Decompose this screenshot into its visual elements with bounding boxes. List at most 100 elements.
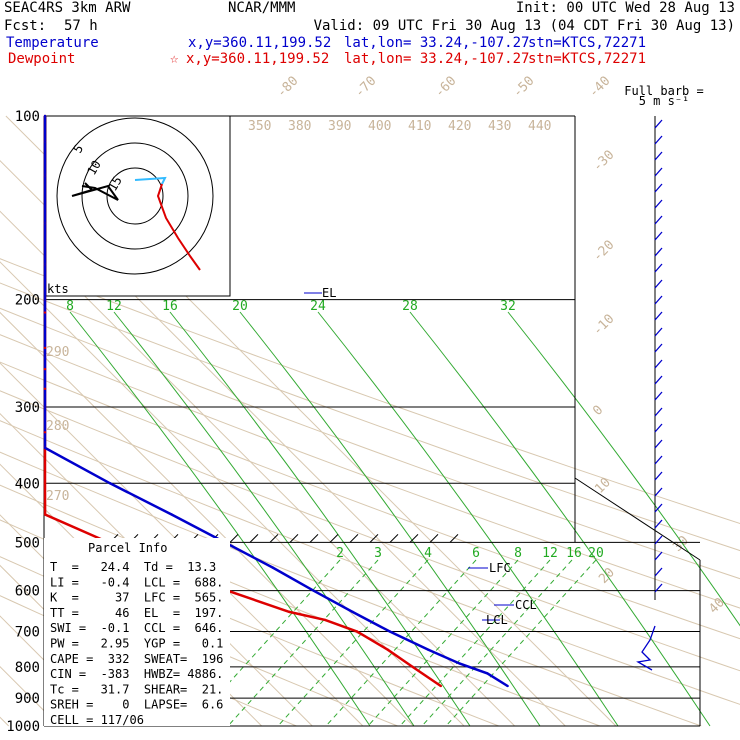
wind-barb — [654, 359, 663, 369]
pressure-label-500: 500 — [15, 535, 40, 551]
mixing-ratio-lower-label: 8 — [514, 546, 522, 561]
theta-e-label: 380 — [288, 119, 311, 134]
sounding-point — [271, 566, 275, 569]
mixing-ratio-label: 8 — [66, 299, 74, 314]
frame-bevel — [574, 477, 701, 561]
pressure-label-400: 400 — [15, 476, 40, 492]
sounding-point — [43, 482, 47, 485]
wind-barb — [654, 567, 663, 577]
pressure-axis-labels: 100 200 300 400 500 600 700 800 900 1000 — [6, 109, 40, 735]
isotherm-label: -10 — [590, 312, 617, 339]
wind-barb — [654, 183, 663, 193]
hatch-mark — [429, 534, 439, 543]
mixing-ratio-label: 24 — [310, 299, 326, 314]
wind-barb — [654, 311, 663, 321]
sounding-point — [43, 513, 47, 516]
mixing-ratio-line — [169, 311, 471, 727]
parcel-info-row: SREH = 0 LAPSE= 6.6 — [50, 698, 223, 712]
wind-barb — [654, 471, 663, 481]
hatch-mark — [229, 534, 239, 543]
isotherm-label: -30 — [590, 148, 617, 175]
sounding-point — [439, 684, 443, 688]
wind-barb — [654, 119, 663, 129]
sounding-point — [43, 114, 47, 118]
init-time: Init: 00 UTC Wed 28 Aug 13 — [516, 0, 735, 16]
sounding-point — [43, 173, 47, 177]
hatch-mark — [309, 534, 319, 543]
sounding-point — [43, 431, 47, 434]
el-label: EL — [322, 286, 336, 300]
wind-barb — [654, 263, 663, 273]
wind-barb — [654, 215, 663, 225]
dry-adiabat — [0, 390, 740, 672]
valid-time: Valid: 09 UTC Fri 30 Aug 13 (04 CDT Fri … — [314, 18, 735, 34]
mixing-ratio-line — [409, 311, 711, 727]
theta-label: 270 — [46, 489, 69, 504]
sounding-point — [43, 140, 47, 143]
hodograph: 5 10 15 kts — [45, 115, 231, 297]
mixing-ratio-label: 28 — [402, 299, 418, 314]
hatch-mark — [249, 534, 259, 543]
theta-e-label: 410 — [408, 119, 431, 134]
pressure-label-200: 200 — [15, 293, 40, 309]
wind-barb — [654, 455, 663, 465]
isotherm-label: 10 — [592, 475, 614, 497]
hatch-mark — [369, 534, 379, 543]
parcel-info-row: CIN = -383 HWBZ= 4886. — [50, 667, 223, 681]
dry-adiabat — [0, 361, 740, 640]
isotherm-label: -60 — [432, 74, 459, 101]
parcel-info-row: CELL = 117/06 — [50, 713, 144, 727]
theta-e-label: 400 — [368, 119, 391, 134]
hodograph-ring-15 — [56, 117, 214, 275]
mixing-ratio-dashed — [227, 559, 379, 727]
theta-e-label: 350 — [248, 119, 271, 134]
isotherm-label: -80 — [274, 74, 301, 101]
mixing-ratio-label: 16 — [162, 299, 178, 314]
hatch-mark — [269, 534, 279, 543]
sounding-point — [43, 357, 47, 360]
pressure-label-800: 800 — [15, 660, 40, 676]
wind-barb — [654, 535, 663, 545]
parcel-info-row: SWI = -0.1 CCL = 646. — [50, 621, 223, 635]
isotherm-20 — [0, 210, 516, 727]
hodograph-trace-cyan — [134, 176, 167, 185]
isotherm-label: -50 — [510, 74, 537, 101]
wind-barb — [654, 391, 663, 401]
wind-barb — [654, 407, 663, 417]
temperature-stn: stn=KTCS,72271 — [528, 35, 646, 51]
sounding-point — [355, 630, 359, 633]
isotherm--60 — [0, 615, 111, 727]
hodograph-ring-label-10: 10 — [84, 158, 103, 178]
sounding-point — [288, 610, 291, 614]
center-label: NCAR/MMM — [228, 0, 295, 16]
parcel-info-title: Parcel Info — [88, 541, 167, 555]
wind-barb — [654, 135, 663, 145]
mixing-ratio-lower-label: 4 — [424, 546, 432, 561]
mixing-ratio-lower-label: 12 — [542, 546, 558, 561]
sounding-point — [351, 610, 354, 614]
sounding-point — [43, 298, 47, 301]
sounding-point — [170, 513, 173, 516]
hatch-mark — [329, 534, 339, 543]
mixing-ratio-label: 32 — [500, 299, 516, 314]
parcel-info-row: T = 24.4 Td = 13.3 — [50, 560, 216, 574]
sounding-point — [43, 446, 47, 450]
mixing-ratio-label: 20 — [232, 299, 248, 314]
isotherm-10 — [0, 261, 465, 727]
mixing-ratio-line — [317, 311, 619, 727]
isotherm--10 — [0, 362, 364, 727]
dry-adiabat — [0, 282, 740, 552]
parcel-info-row: CAPE = 332 SWEAT= 196 — [50, 652, 223, 666]
mixing-ratio-dashed — [189, 559, 341, 727]
parcel-info-row: PW = 2.95 YGP = 0.1 — [50, 637, 223, 651]
theta-e-label: 390 — [328, 119, 351, 134]
isotherm-label: -20 — [590, 238, 617, 265]
sounding-point — [323, 618, 327, 622]
dry-adiabat — [0, 420, 740, 705]
hatch-mark — [389, 534, 399, 543]
theta-label: 290 — [46, 345, 69, 360]
isotherm-label: 40 — [706, 595, 728, 617]
ccl-label: CCL — [515, 598, 537, 612]
